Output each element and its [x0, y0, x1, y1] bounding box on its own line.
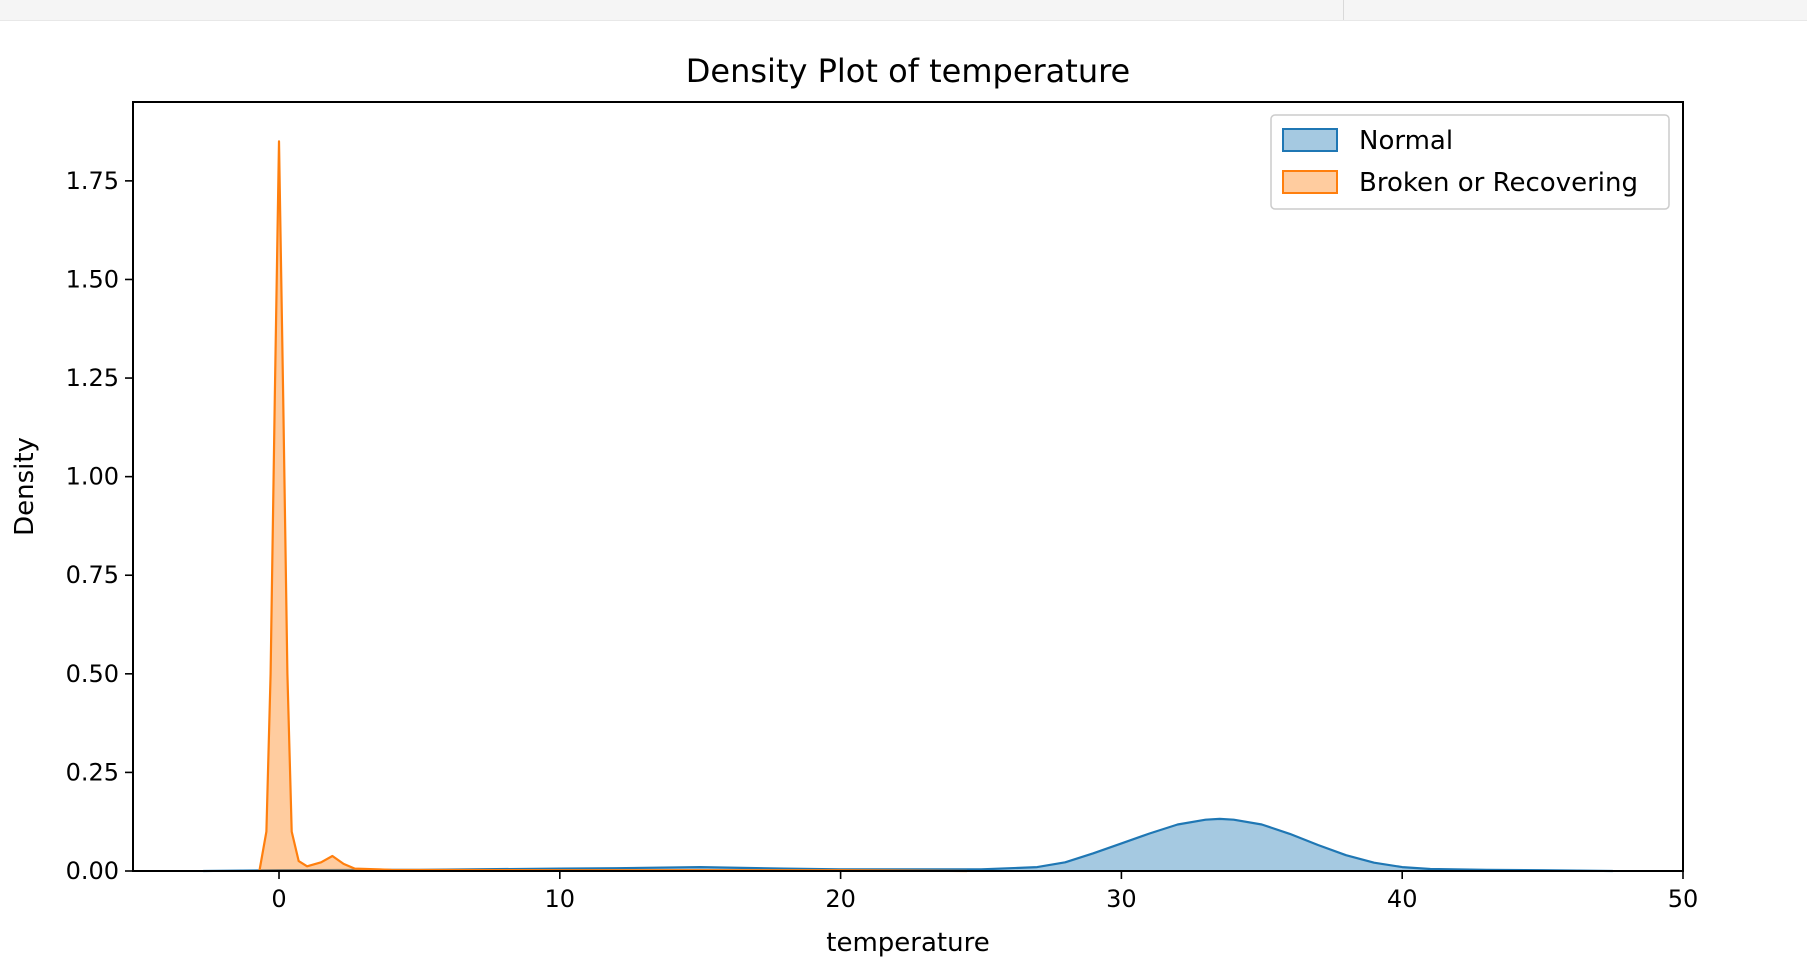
- y-tick-label: 0.75: [66, 561, 119, 589]
- x-tick-label: 50: [1668, 885, 1699, 913]
- series-line-0: [203, 817, 1613, 873]
- legend-label: Normal: [1359, 126, 1453, 156]
- series-area-1: [259, 141, 967, 871]
- x-tick-label: 20: [825, 885, 856, 913]
- y-axis: 0.00 0.25 0.50 0.75 1.00 1.25 1.50 1.75: [66, 167, 133, 885]
- legend-box: [1270, 114, 1670, 210]
- y-tick-label: 1.25: [66, 364, 119, 392]
- plot-frame: [132, 101, 1684, 872]
- x-tick-label: 10: [545, 885, 576, 913]
- y-tick-label: 1.50: [66, 265, 119, 293]
- series-line-1: [258, 140, 968, 873]
- legend-label: Broken or Recovering: [1359, 168, 1638, 198]
- x-tick-label: 30: [1106, 885, 1137, 913]
- legend-swatch: [1282, 128, 1338, 152]
- notebook-toolbar-strip: [0, 0, 1807, 21]
- y-axis-title: Density: [10, 437, 40, 536]
- x-tick-label: 40: [1387, 885, 1418, 913]
- legend: Normal Broken or Recovering: [1270, 114, 1670, 210]
- y-tick-label: 0.50: [66, 660, 119, 688]
- y-tick-label: 1.75: [66, 167, 119, 195]
- y-tick-label: 1.00: [66, 463, 119, 491]
- y-tick-label: 0.00: [66, 857, 119, 885]
- series-areas: [203, 140, 1613, 873]
- x-axis-title: temperature: [826, 928, 989, 958]
- x-tick-label: 0: [271, 885, 286, 913]
- x-axis: 0 10 20 30 40 50: [271, 871, 1698, 913]
- series-area-0: [203, 818, 1613, 871]
- y-tick-label: 0.25: [66, 758, 119, 786]
- chart-title: Density Plot of temperature: [686, 52, 1130, 90]
- toolbar-divider: [1343, 0, 1344, 20]
- legend-swatch: [1282, 170, 1338, 194]
